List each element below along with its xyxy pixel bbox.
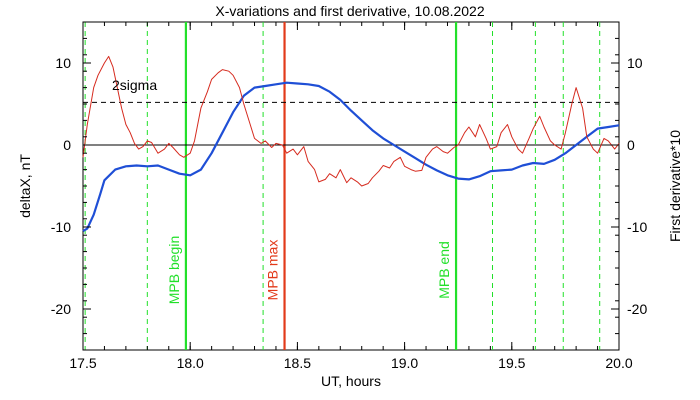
derivative-series-line	[82, 55, 620, 187]
marker-label: MPB begin	[166, 236, 182, 304]
data-series	[82, 55, 620, 233]
x-tick-label: 19.5	[498, 355, 525, 371]
chart-title: X-variations and first derivative, 10.08…	[215, 3, 484, 19]
deltax-series-line	[82, 81, 620, 233]
y-left-tick-label: 0	[63, 137, 71, 153]
x-tick-label: 20.0	[605, 355, 632, 371]
x-tick-label: 17.5	[69, 355, 96, 371]
marker-label: MPB max	[265, 240, 281, 301]
plot-frame	[82, 21, 620, 351]
x-tick-label: 19.0	[391, 355, 418, 371]
reference-lines	[83, 101, 619, 146]
x-tick-label: 18.0	[177, 355, 204, 371]
vertical-markers	[84, 22, 601, 350]
y-right-tick-label: 10	[627, 55, 643, 71]
y-right-tick-label: -20	[627, 301, 647, 317]
marker-label: MPB end	[436, 241, 452, 299]
y-axis-right-label: First derivative*10	[667, 130, 683, 242]
vertical-marker-labels: MPB begin MPB max MPB end	[166, 236, 452, 304]
y-axis-left-label: deltaX, nT	[17, 154, 33, 218]
y-left-tick-label: -10	[51, 219, 71, 235]
y-right-tick-label: 0	[627, 137, 635, 153]
y-left-tick-label: 10	[55, 55, 71, 71]
x-axis-ticks: 17.5 18.0 18.5 19.0 19.5 20.0	[69, 22, 633, 371]
y-axis-left-ticks: -20 -10 0 10	[51, 21, 91, 351]
y-right-tick-label: -10	[627, 219, 647, 235]
x-axis-label: UT, hours	[321, 373, 381, 389]
x-tick-label: 18.5	[284, 355, 311, 371]
sigma-label: 2sigma	[112, 77, 157, 93]
y-left-tick-label: -20	[51, 301, 71, 317]
y-axis-right-ticks: -20 -10 0 10	[611, 21, 647, 351]
